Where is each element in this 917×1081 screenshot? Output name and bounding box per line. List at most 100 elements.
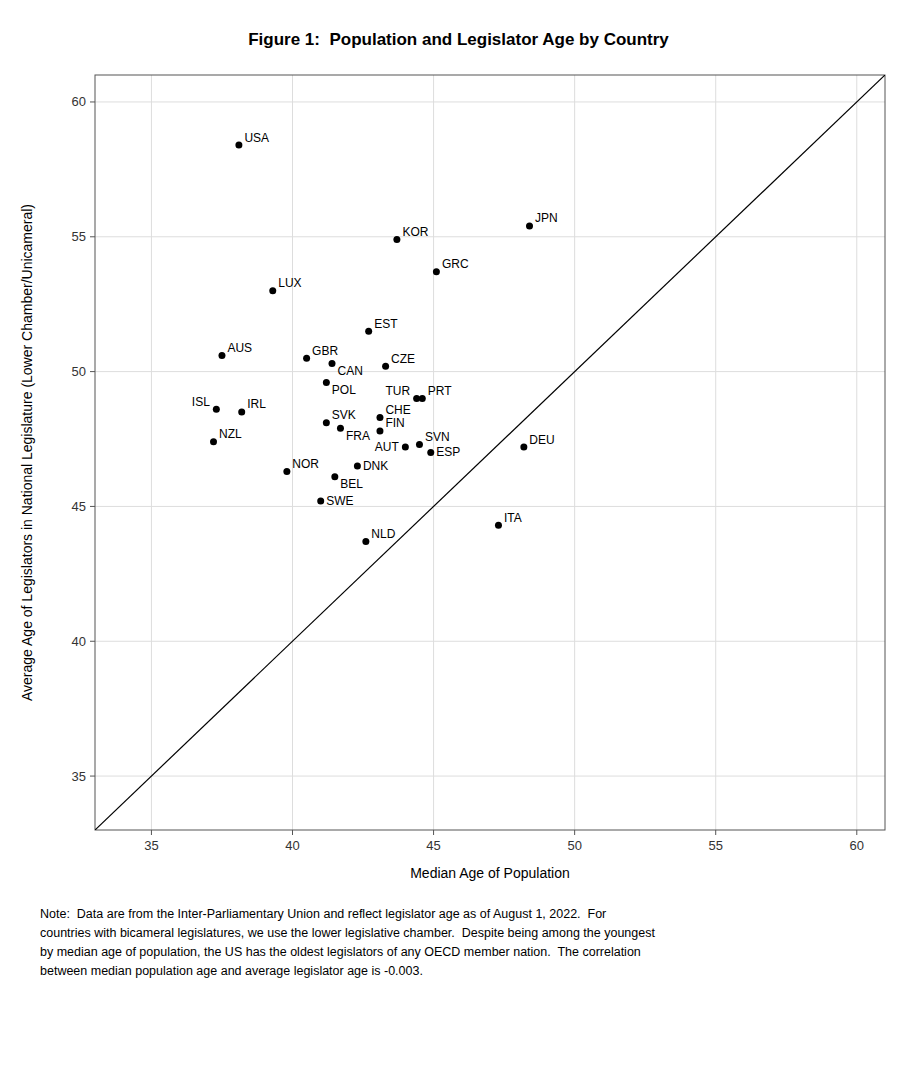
scatter-point <box>331 473 338 480</box>
point-label: ISL <box>192 395 210 409</box>
point-label: SVK <box>332 408 356 422</box>
x-tick-label: 40 <box>285 838 299 853</box>
point-label: CAN <box>338 364 363 378</box>
grid <box>95 75 885 830</box>
point-label: FIN <box>385 416 404 430</box>
x-tick <box>433 830 434 835</box>
point-label: SWE <box>326 494 353 508</box>
x-tick-label: 50 <box>567 838 581 853</box>
y-tick <box>90 371 95 372</box>
x-tick-label: 35 <box>144 838 158 853</box>
x-axis-label: Median Age of Population <box>410 865 570 881</box>
y-grid-line <box>95 506 885 507</box>
x-grid-line <box>856 75 857 830</box>
y-tick <box>90 776 95 777</box>
scatter-point <box>365 328 372 335</box>
scatter-point <box>218 352 225 359</box>
point-label: NOR <box>292 457 319 471</box>
point-label: PRT <box>428 384 452 398</box>
scatter-point <box>329 360 336 367</box>
y-tick-label: 45 <box>72 499 86 514</box>
point-label: TUR <box>385 384 410 398</box>
scatter-point <box>337 425 344 432</box>
y-tick <box>90 641 95 642</box>
chart-container: 354045505560354045505560Median Age of Po… <box>0 0 917 1081</box>
scatter-point <box>323 379 330 386</box>
scatter-point <box>526 223 533 230</box>
y-tick <box>90 101 95 102</box>
point-label: SVN <box>425 430 450 444</box>
y-grid-line <box>95 641 885 642</box>
x-grid-line <box>292 75 293 830</box>
scatter-point <box>416 441 423 448</box>
point-label: IRL <box>247 397 266 411</box>
scatter-point <box>213 406 220 413</box>
chart-note-line: by median age of population, the US has … <box>40 945 641 959</box>
point-label: USA <box>244 131 269 145</box>
y-grid-line <box>95 101 885 102</box>
point-label: EST <box>374 317 398 331</box>
scatter-point <box>376 414 383 421</box>
chart-note-line: countries with bicameral legislatures, w… <box>40 926 655 940</box>
point-label: NLD <box>371 527 395 541</box>
x-tick <box>856 830 857 835</box>
x-grid-line <box>151 75 152 830</box>
chart-title: Figure 1: Population and Legislator Age … <box>248 30 669 49</box>
scatter-point <box>354 462 361 469</box>
scatter-point <box>433 268 440 275</box>
scatter-point <box>520 444 527 451</box>
y-tick-label: 35 <box>72 769 86 784</box>
plot-frame <box>95 75 885 830</box>
y-axis-label: Average Age of Legislators in National L… <box>19 204 35 701</box>
scatter-point <box>210 438 217 445</box>
y-grid-line <box>95 371 885 372</box>
x-tick <box>715 830 716 835</box>
chart-note: Note: Data are from the Inter-Parliament… <box>40 907 655 978</box>
diagonal-reference-line <box>95 75 885 830</box>
x-tick-label: 60 <box>850 838 864 853</box>
point-label: FRA <box>346 429 370 443</box>
scatter-point <box>269 287 276 294</box>
point-label: CZE <box>391 352 415 366</box>
chart-note-line: between median population age and averag… <box>40 964 423 978</box>
x-tick-label: 55 <box>708 838 722 853</box>
scatter-point <box>382 363 389 370</box>
scatter-point <box>235 142 242 149</box>
plot-area <box>95 75 885 830</box>
x-grid-line <box>715 75 716 830</box>
point-label: CHE <box>385 403 410 417</box>
x-tick <box>151 830 152 835</box>
point-label: AUT <box>375 440 400 454</box>
point-label: DEU <box>529 433 554 447</box>
y-tick-label: 40 <box>72 634 86 649</box>
scatter-point <box>413 395 420 402</box>
y-grid-line <box>95 236 885 237</box>
scatter-point <box>495 522 502 529</box>
x-grid-line <box>574 75 575 830</box>
x-tick-label: 45 <box>426 838 440 853</box>
scatter-point <box>393 236 400 243</box>
scatter-point <box>303 355 310 362</box>
point-label: DNK <box>363 459 388 473</box>
point-label: KOR <box>402 225 428 239</box>
scatter-point <box>323 419 330 426</box>
chart-svg: 354045505560354045505560Median Age of Po… <box>0 0 917 1081</box>
chart-note-line: Note: Data are from the Inter-Parliament… <box>40 907 606 921</box>
y-tick-label: 50 <box>72 364 86 379</box>
point-label: NZL <box>219 427 242 441</box>
scatter-point <box>283 468 290 475</box>
point-label: BEL <box>340 477 363 491</box>
point-label: JPN <box>535 211 558 225</box>
point-label: POL <box>332 383 356 397</box>
point-label: ESP <box>436 445 460 459</box>
y-tick <box>90 236 95 237</box>
x-tick <box>292 830 293 835</box>
point-label: GRC <box>442 257 469 271</box>
scatter-point <box>376 427 383 434</box>
scatter-point <box>317 498 324 505</box>
scatter-point <box>238 409 245 416</box>
x-tick <box>574 830 575 835</box>
y-grid-line <box>95 776 885 777</box>
point-labels: USAJPNKORGRCLUXESTAUSGBRCANCZEPOLPRTTURI… <box>192 131 558 541</box>
y-tick-label: 60 <box>72 94 86 109</box>
